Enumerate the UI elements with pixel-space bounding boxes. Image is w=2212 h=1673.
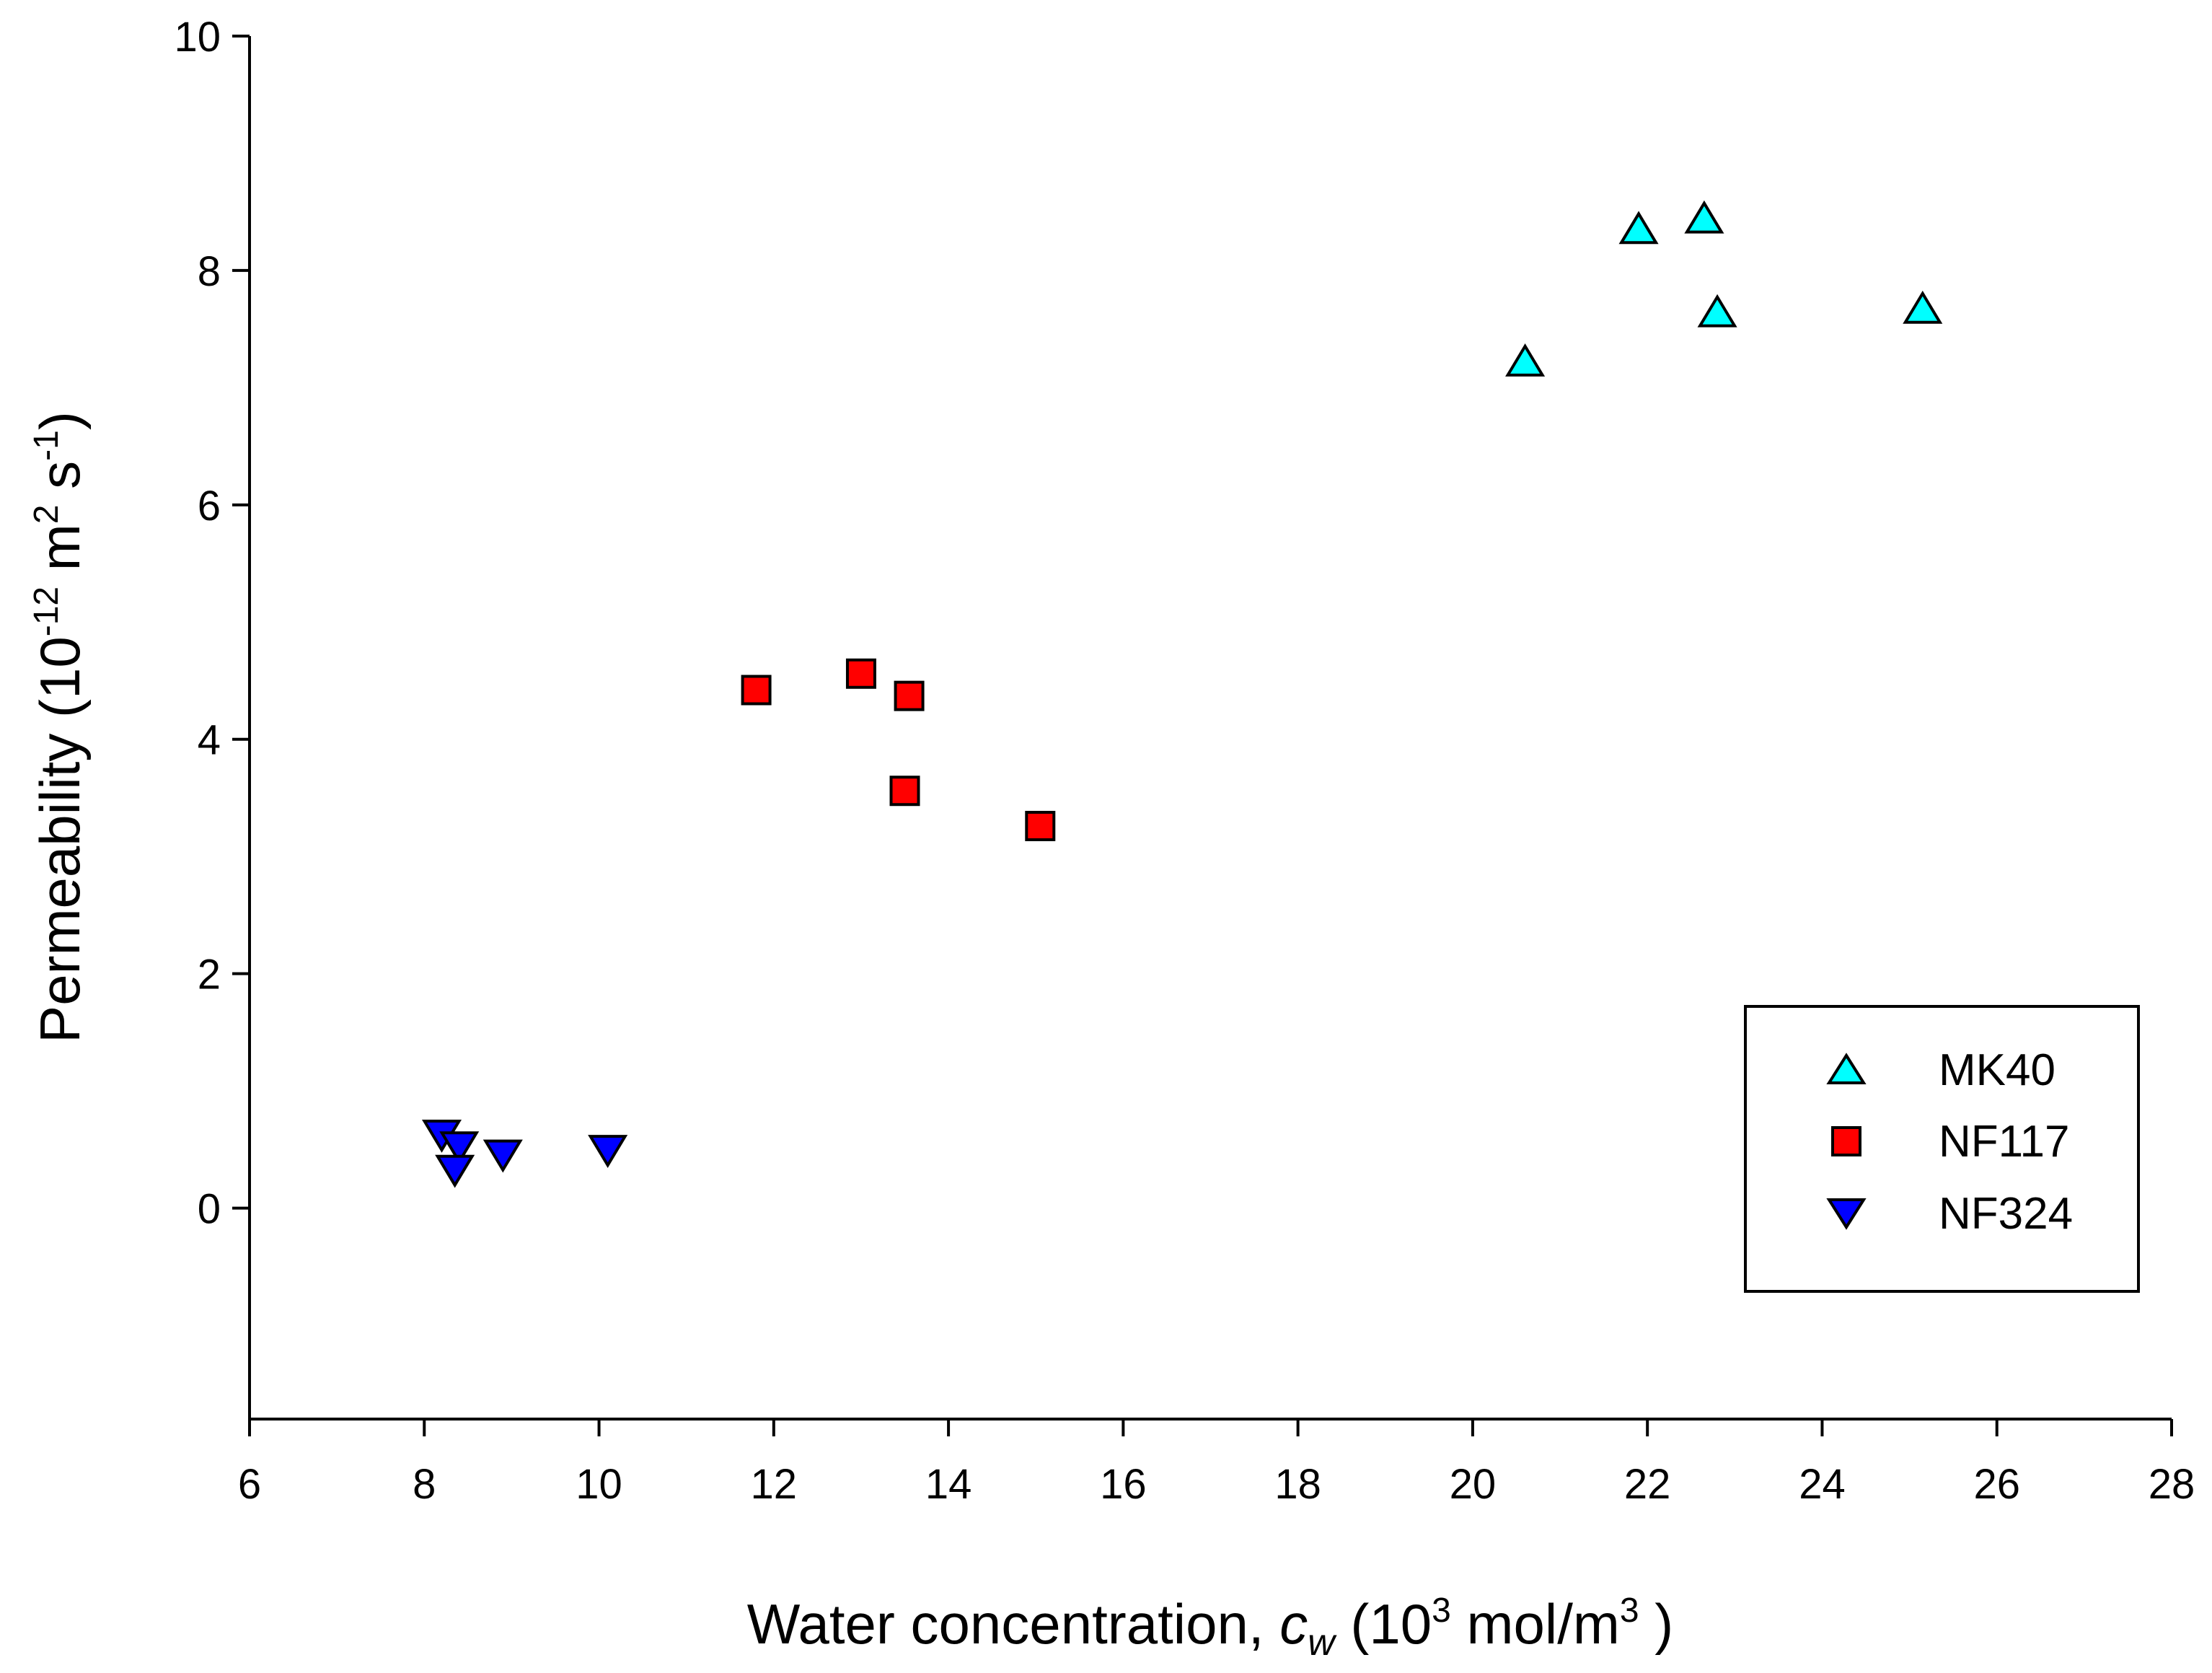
point-mk40 (1697, 294, 1737, 328)
x-axis-title: Water concentration, cw (103 mol/m3 ) (747, 1591, 1673, 1664)
legend-marker-mk40 (1826, 1053, 1867, 1084)
legend-label-nf117: NF117 (1939, 1117, 2070, 1167)
point-mk40 (1684, 200, 1724, 234)
point-nf117 (889, 776, 920, 807)
x-tick-label: 12 (751, 1461, 798, 1508)
x-tick-label: 16 (1100, 1461, 1147, 1508)
x-axis-ticks: 6 8 10 12 14 16 18 20 22 24 26 28 (238, 1419, 2195, 1508)
x-tick-label: 18 (1274, 1461, 1321, 1508)
legend-marker-nf117 (1831, 1126, 1861, 1156)
y-tick-label: 4 (198, 717, 221, 764)
data-points (421, 200, 1943, 1188)
legend-box (1744, 1005, 2140, 1293)
x-tick-label: 26 (1973, 1461, 2020, 1508)
y-tick-label: 8 (198, 248, 221, 295)
point-mk40 (1618, 211, 1659, 245)
legend-label-mk40: MK40 (1939, 1045, 2055, 1095)
point-mk40 (1505, 343, 1546, 377)
x-tick-label: 22 (1624, 1461, 1671, 1508)
x-tick-label: 20 (1450, 1461, 1497, 1508)
legend-label-nf324: NF324 (1939, 1189, 2073, 1239)
x-tick-label: 8 (413, 1461, 436, 1508)
legend-marker-nf324 (1826, 1198, 1867, 1230)
point-nf324 (435, 1154, 475, 1188)
x-tick-label: 10 (576, 1461, 622, 1508)
point-nf117 (1025, 810, 1056, 841)
point-nf324 (588, 1135, 628, 1168)
x-tick-label: 14 (925, 1461, 972, 1508)
x-tick-label: 28 (2149, 1461, 2195, 1508)
y-axis-title: Permeability (10-12 m2 s-1) (27, 411, 92, 1043)
y-tick-label: 0 (198, 1186, 221, 1233)
x-tick-label: 6 (238, 1461, 261, 1508)
legend: MK40 NF117 NF324 (1744, 1005, 2140, 1293)
point-nf324 (483, 1139, 523, 1173)
point-nf117 (741, 675, 772, 706)
point-nf117 (894, 680, 925, 711)
point-nf324 (439, 1131, 480, 1165)
point-nf117 (845, 658, 876, 689)
y-tick-label: 10 (174, 14, 221, 61)
y-axis-ticks: 0 2 4 6 8 10 (174, 14, 250, 1233)
y-tick-label: 6 (198, 483, 221, 530)
point-mk40 (1903, 290, 1943, 324)
x-tick-label: 24 (1799, 1461, 1846, 1508)
y-tick-label: 2 (198, 952, 221, 998)
